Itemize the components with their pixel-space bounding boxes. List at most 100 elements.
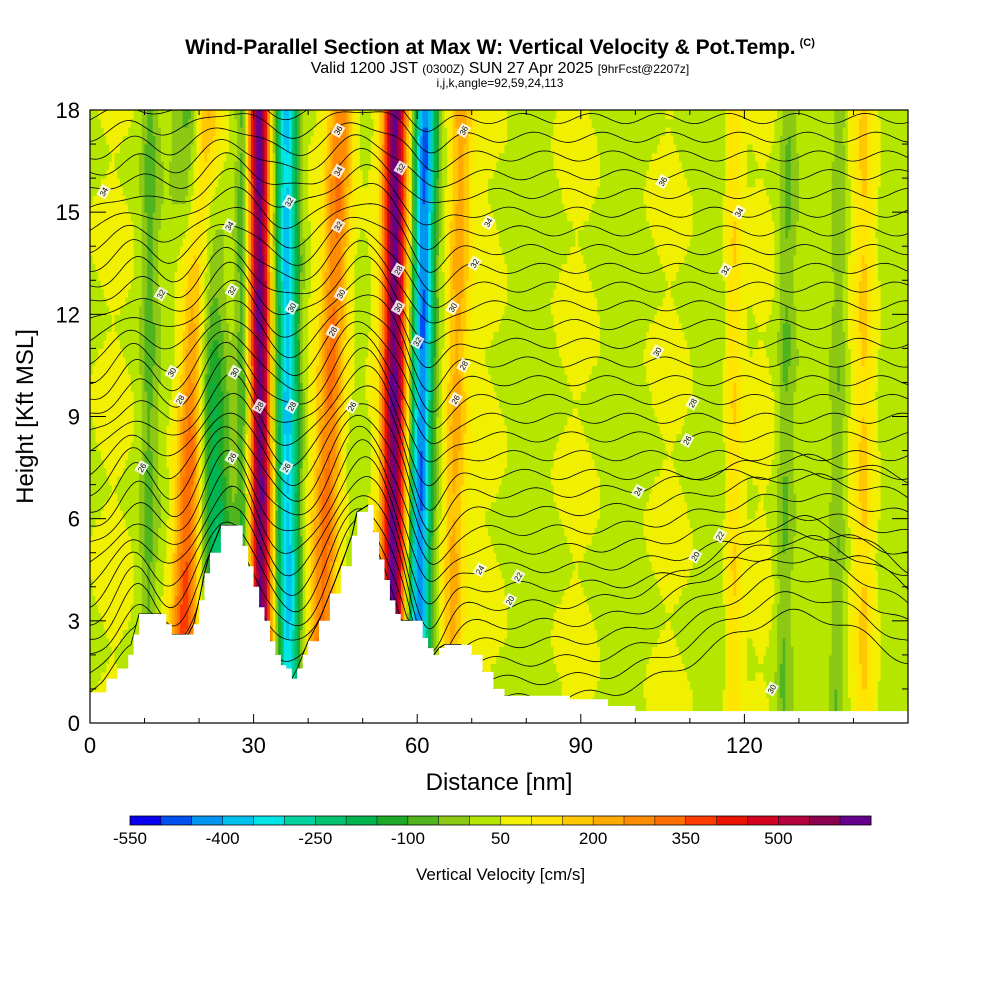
velocity-cell xyxy=(379,518,383,528)
velocity-cell xyxy=(327,382,334,392)
velocity-cell xyxy=(321,544,328,554)
velocity-cell xyxy=(831,646,844,656)
velocity-cell xyxy=(441,603,446,613)
velocity-cell xyxy=(452,382,462,392)
velocity-cell xyxy=(452,518,456,528)
velocity-cell xyxy=(430,348,435,358)
velocity-cell xyxy=(313,348,320,358)
velocity-cell xyxy=(253,467,257,477)
velocity-cell xyxy=(417,595,424,605)
velocity-cell xyxy=(90,493,110,503)
velocity-cell xyxy=(379,544,383,554)
velocity-cell xyxy=(283,373,287,384)
velocity-cell xyxy=(302,442,307,452)
velocity-cell xyxy=(332,493,336,503)
velocity-cell xyxy=(681,586,724,596)
velocity-cell xyxy=(439,467,443,477)
velocity-cell xyxy=(327,365,336,375)
velocity-cell xyxy=(313,356,320,367)
velocity-cell xyxy=(389,518,396,528)
velocity-cell xyxy=(449,552,459,562)
velocity-cell xyxy=(428,459,432,469)
velocity-cell xyxy=(160,603,167,613)
velocity-cell xyxy=(185,450,195,460)
velocity-cell xyxy=(324,467,331,477)
velocity-cell xyxy=(867,663,874,673)
velocity-cell xyxy=(269,629,274,639)
velocity-cell xyxy=(455,603,462,613)
velocity-cell xyxy=(839,365,846,375)
velocity-cell xyxy=(229,416,238,426)
velocity-cell xyxy=(788,535,795,545)
velocity-cell xyxy=(444,552,451,562)
velocity-cell xyxy=(196,493,200,503)
velocity-cell xyxy=(223,339,238,349)
velocity-cell xyxy=(128,365,140,375)
velocity-cell xyxy=(417,459,421,469)
velocity-cell xyxy=(174,544,178,554)
velocity-cell xyxy=(199,365,203,375)
velocity-cell xyxy=(185,407,195,418)
velocity-cell xyxy=(564,365,593,375)
velocity-cell xyxy=(190,561,195,571)
velocity-cell xyxy=(340,433,345,443)
velocity-cell xyxy=(327,373,336,384)
velocity-cell xyxy=(439,459,443,469)
velocity-cell xyxy=(321,603,326,613)
velocity-cell xyxy=(223,433,230,443)
velocity-cell xyxy=(174,322,181,332)
velocity-cell xyxy=(395,569,399,579)
velocity-cell xyxy=(867,459,874,469)
velocity-cell xyxy=(788,373,797,384)
velocity-cell xyxy=(428,416,432,426)
velocity-cell xyxy=(878,527,908,537)
velocity-cell xyxy=(147,407,151,418)
velocity-cell xyxy=(828,544,838,554)
velocity-cell xyxy=(264,493,268,503)
velocity-cell xyxy=(411,331,416,341)
velocity-cell xyxy=(226,493,233,503)
velocity-cell xyxy=(335,416,339,426)
velocity-cell xyxy=(231,493,236,503)
velocity-cell xyxy=(188,322,197,332)
velocity-cell xyxy=(373,382,380,392)
velocity-cell xyxy=(248,390,252,401)
velocity-cell xyxy=(436,331,440,341)
velocity-cell xyxy=(872,705,879,716)
velocity-cell xyxy=(264,425,268,435)
velocity-cell xyxy=(417,552,424,562)
velocity-cell xyxy=(387,535,391,545)
velocity-cell xyxy=(403,433,407,443)
velocity-cell xyxy=(409,612,413,622)
velocity-cell xyxy=(269,484,274,494)
velocity-cell xyxy=(204,407,208,418)
velocity-cell xyxy=(687,501,726,511)
velocity-cell xyxy=(297,578,301,588)
velocity-cell xyxy=(253,416,257,426)
velocity-cell xyxy=(796,365,830,375)
velocity-cell xyxy=(648,552,694,562)
velocity-cell xyxy=(308,425,315,435)
velocity-cell xyxy=(872,603,879,613)
velocity-cell xyxy=(848,450,855,460)
velocity-cell xyxy=(196,450,200,460)
velocity-cell xyxy=(736,382,743,392)
velocity-cell xyxy=(338,382,342,392)
velocity-cell xyxy=(297,552,301,562)
velocity-cell xyxy=(250,365,255,375)
velocity-cell xyxy=(245,365,249,375)
velocity-cell xyxy=(869,544,879,554)
velocity-cell xyxy=(469,467,506,477)
velocity-cell xyxy=(261,527,266,537)
velocity-cell xyxy=(848,603,855,613)
velocity-cell xyxy=(286,620,290,630)
velocity-cell xyxy=(858,476,868,486)
velocity-cell xyxy=(280,331,285,341)
velocity-cell xyxy=(858,646,868,656)
velocity-cell xyxy=(147,416,151,426)
velocity-cell xyxy=(179,501,184,511)
velocity-cell xyxy=(267,569,271,579)
velocity-cell xyxy=(237,399,247,409)
velocity-cell xyxy=(338,425,342,435)
velocity-cell xyxy=(458,578,462,588)
